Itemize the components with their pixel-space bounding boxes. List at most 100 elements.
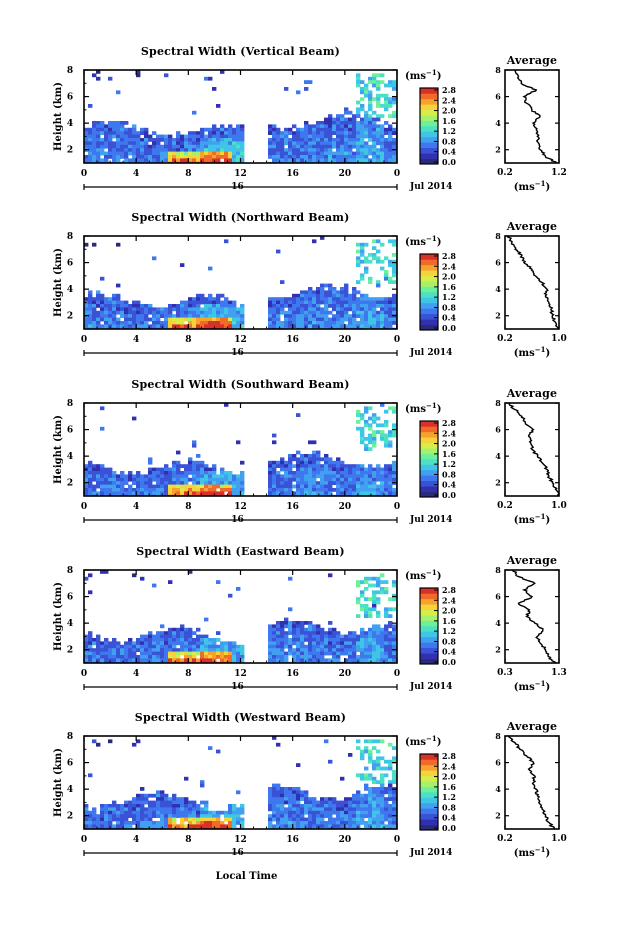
heatmap-cell (180, 138, 185, 142)
heatmap-cell (176, 317, 181, 322)
heatmap-cell (312, 138, 317, 142)
heatmap-cell (364, 580, 369, 584)
heatmap-cell (108, 127, 113, 132)
heatmap-cell (236, 655, 241, 659)
heatmap-cell (204, 310, 209, 315)
heatmap-cell (284, 624, 289, 629)
heatmap-cell (316, 158, 321, 163)
heatmap-cell (184, 151, 189, 156)
heatmap-cell (180, 810, 185, 815)
heatmap-cell (292, 787, 297, 791)
heatmap-cell (212, 484, 217, 489)
heatmap-cell (236, 317, 241, 322)
heatmap-cell (384, 420, 389, 424)
heatmap-cell (368, 297, 373, 301)
heatmap-cell (280, 310, 285, 315)
heatmap-cell (388, 638, 393, 642)
heatmap-cell (352, 797, 357, 801)
colorbar-tick-label: 0.0 (442, 323, 456, 333)
heatmap-cell (360, 90, 365, 95)
heatmap-cell (236, 314, 241, 318)
heatmap-cell (168, 134, 173, 139)
heatmap-cell (292, 631, 297, 635)
heatmap-cell (92, 127, 97, 132)
heatmap-cell (392, 491, 397, 496)
heatmap-cell (284, 655, 289, 659)
heatmap-cell (276, 249, 281, 254)
heatmap-cell (364, 420, 369, 424)
heatmap-cell (356, 280, 361, 284)
heatmap-cell (276, 810, 281, 815)
heatmap-cell (124, 644, 129, 649)
heatmap-cell (360, 797, 365, 801)
heatmap-cell (192, 464, 197, 468)
heatmap-cell (368, 90, 373, 95)
heatmap-cell (368, 426, 373, 431)
heatmap-cell (336, 314, 341, 318)
heatmap-cell (332, 648, 337, 652)
heatmap-cell (128, 317, 133, 322)
heatmap-cell (112, 141, 117, 146)
heatmap-cell (276, 804, 281, 808)
heatmap-cell (372, 481, 377, 485)
heatmap-cell (136, 307, 141, 312)
heatmap-cell (356, 426, 361, 431)
heatmap-cell (360, 276, 365, 281)
heatmap-cell (304, 121, 309, 125)
heatmap-cell (172, 314, 177, 318)
heatmap-cell (360, 810, 365, 815)
heatmap-cell (300, 144, 305, 149)
heatmap-cell (392, 471, 397, 475)
heatmap-cell (100, 817, 105, 822)
heatmap-cell (156, 481, 161, 485)
heatmap-cell (88, 138, 93, 142)
heatmap-cell (180, 624, 185, 629)
heatmap-cell (156, 138, 161, 142)
heatmap-cell (388, 821, 393, 825)
heatmap-cell (220, 151, 225, 156)
y-tick-label: 8 (67, 566, 73, 576)
heatmap-cell (272, 471, 277, 475)
heatmap-cell (84, 651, 89, 656)
heatmap-cell (224, 471, 229, 475)
heatmap-cell (340, 467, 345, 472)
heatmap-cell (376, 821, 381, 825)
heatmap-cell (204, 138, 209, 142)
heatmap-cell (304, 131, 309, 135)
heatmap-cell (116, 304, 121, 308)
heatmap-cell (332, 804, 337, 808)
heatmap-cell (388, 83, 393, 88)
heatmap-cell (372, 158, 377, 163)
heatmap-cell (304, 141, 309, 146)
heatmap-cell (336, 651, 341, 656)
heatmap-cell (148, 310, 153, 315)
heatmap-cell (320, 638, 325, 642)
heatmap-cell (128, 134, 133, 139)
heatmap-cell (288, 787, 293, 791)
heatmap-cell (304, 80, 309, 84)
heatmap-cell (156, 634, 161, 639)
heatmap-cell (328, 131, 333, 135)
heatmap-cell (336, 155, 341, 159)
heatmap-cell (280, 141, 285, 146)
heatmap-cell (368, 759, 373, 764)
colorbar-segment (420, 324, 438, 331)
heatmap-cell (316, 638, 321, 642)
heatmap-cell (360, 580, 365, 584)
heatmap-cell (364, 242, 369, 247)
heatmap-cell (300, 658, 305, 663)
heatmap-cell (356, 300, 361, 305)
heatmap-cell (212, 810, 217, 815)
heatmap-cell (300, 793, 305, 798)
heatmap-cell (100, 641, 105, 646)
heatmap-cell (136, 471, 141, 475)
heatmap-cell (364, 266, 369, 271)
heatmap-cell (356, 304, 361, 308)
heatmap-cell (308, 474, 313, 479)
heatmap-cell (104, 131, 109, 135)
heatmap-cell (344, 121, 349, 125)
heatmap-cell (296, 310, 301, 315)
heatmap-cell (288, 821, 293, 825)
heatmap-cell (384, 273, 389, 278)
heatmap-cell (392, 821, 397, 825)
